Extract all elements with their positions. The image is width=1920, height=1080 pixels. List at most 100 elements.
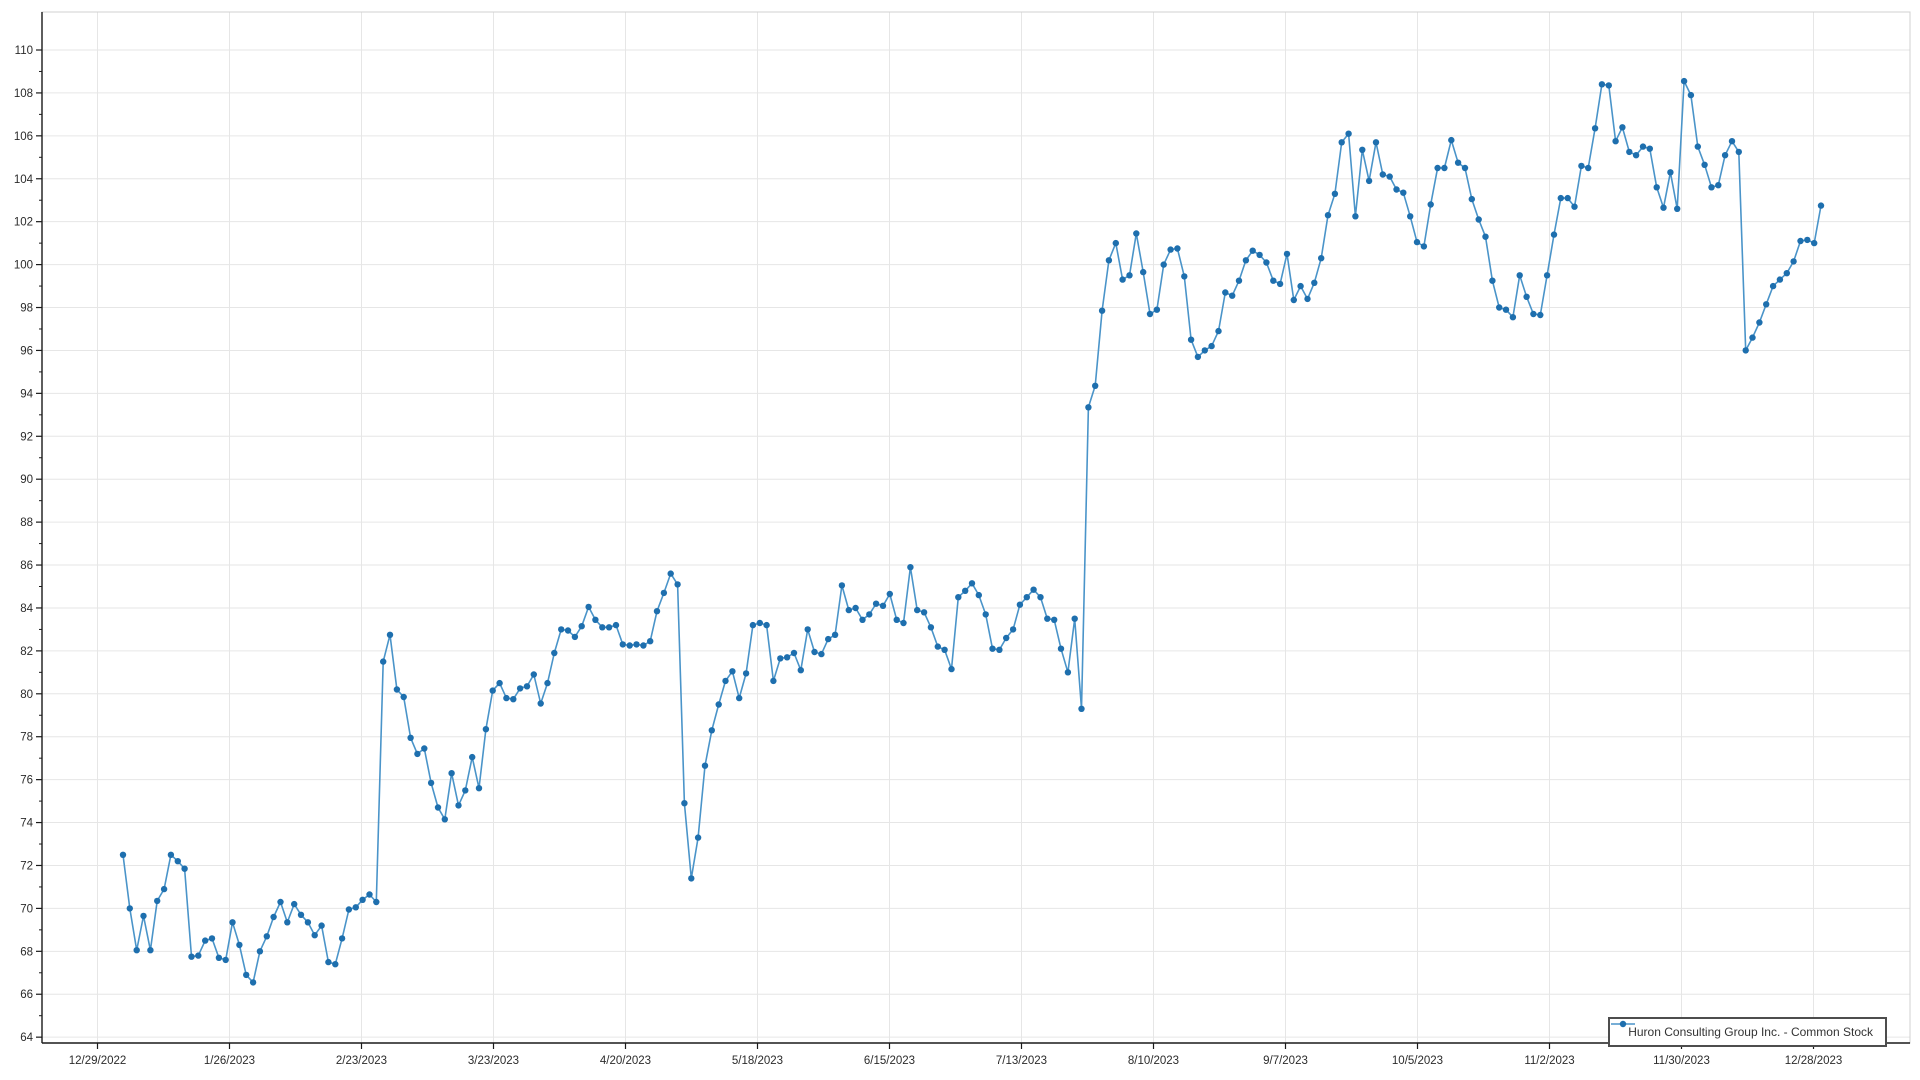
data-point: [1585, 164, 1592, 172]
data-point: [1229, 292, 1236, 299]
data-point: [359, 896, 366, 903]
data-point: [1797, 237, 1804, 245]
data-point: [1790, 258, 1797, 265]
data-point: [503, 694, 510, 702]
data-point: [1256, 251, 1263, 259]
data-point: [1297, 282, 1304, 290]
data-point: [1420, 243, 1428, 250]
data-point: [1632, 152, 1640, 159]
data-point: [516, 685, 524, 692]
data-point: [1318, 255, 1325, 262]
y-tick-label: 70: [20, 903, 33, 915]
data-point: [551, 649, 558, 657]
data-point: [1051, 616, 1058, 623]
data-point: [1201, 347, 1209, 354]
data-point: [195, 952, 202, 959]
y-tick-label: 88: [20, 517, 33, 529]
data-point: [736, 694, 743, 702]
data-point: [1071, 615, 1078, 622]
data-point: [1276, 280, 1284, 288]
data-point: [872, 600, 880, 607]
x-tick-label: 10/5/2023: [1392, 1055, 1443, 1067]
gridlines-group: [42, 12, 1910, 1043]
data-point: [386, 631, 394, 638]
data-point: [866, 611, 873, 618]
data-point: [989, 645, 996, 652]
data-point: [160, 885, 168, 893]
data-point: [605, 624, 613, 631]
data-point: [1454, 159, 1462, 166]
data-point: [1598, 81, 1606, 88]
data-point: [879, 602, 887, 609]
data-point: [694, 834, 702, 841]
data-point: [1489, 277, 1496, 284]
data-point: [1105, 257, 1113, 264]
data-point: [1249, 247, 1256, 254]
data-point: [393, 686, 401, 693]
data-point: [571, 633, 579, 641]
data-point: [1331, 190, 1339, 197]
data-point: [831, 631, 839, 638]
data-point: [818, 650, 825, 658]
data-point: [955, 594, 962, 601]
data-point: [496, 679, 503, 687]
data-point: [400, 693, 407, 701]
data-point: [147, 947, 154, 954]
data-point: [291, 900, 298, 908]
data-point: [325, 958, 332, 966]
data-point: [756, 619, 763, 627]
data-point: [1502, 306, 1510, 313]
data-point: [1701, 161, 1708, 168]
data-point: [1564, 194, 1571, 202]
x-tick-label: 9/7/2023: [1263, 1055, 1308, 1067]
data-point: [530, 671, 537, 678]
data-point: [1290, 296, 1298, 304]
data-point: [489, 687, 496, 694]
x-tick-label: 6/15/2023: [864, 1055, 915, 1067]
data-point: [564, 627, 572, 634]
y-axis-tick-labels: 64 66 68 70 72 74 76 78 80 82 84 86 88 90 92 94 96 98 100 1…: [14, 45, 34, 1044]
data-point: [1359, 146, 1366, 153]
data-point: [1187, 336, 1195, 343]
data-point: [996, 646, 1003, 653]
y-tick-label: 76: [20, 775, 33, 787]
price-line: [122, 80, 1822, 984]
data-point: [119, 851, 127, 858]
data-point: [297, 911, 305, 918]
y-tick-label: 68: [20, 946, 33, 958]
data-point: [1721, 152, 1729, 159]
data-point: [585, 603, 592, 611]
data-point: [1215, 327, 1222, 335]
data-point: [777, 655, 784, 662]
data-point: [1078, 705, 1085, 712]
data-point: [421, 745, 428, 752]
y-tick-label: 110: [15, 45, 33, 57]
y-tick-label: 64: [20, 1032, 33, 1044]
data-point: [1126, 272, 1133, 279]
data-point: [1776, 276, 1784, 283]
legend[interactable]: Huron Consulting Group Inc. - Common Sto…: [1608, 1017, 1887, 1047]
data-point: [558, 626, 565, 633]
data-point: [1708, 184, 1715, 191]
data-point: [914, 606, 921, 614]
data-point: [1235, 277, 1243, 284]
data-point: [742, 670, 750, 677]
data-point: [1140, 268, 1147, 276]
data-point: [599, 624, 606, 631]
data-point: [167, 851, 175, 858]
data-point: [1811, 239, 1818, 247]
data-point: [681, 800, 688, 807]
x-axis-tick-labels: 12/29/2022 1/26/2023 2/23/2023 3/23/2023 4/2…: [69, 1055, 1843, 1067]
data-point: [544, 679, 551, 687]
y-tick-label: 80: [20, 689, 33, 701]
data-point: [1742, 347, 1749, 354]
data-point: [1112, 239, 1120, 247]
data-point: [770, 677, 777, 685]
y-tick-label: 74: [20, 818, 33, 830]
data-point: [1174, 245, 1181, 252]
data-point: [1413, 238, 1421, 246]
data-point: [475, 785, 483, 792]
x-tick-label: 5/18/2023: [732, 1055, 783, 1067]
